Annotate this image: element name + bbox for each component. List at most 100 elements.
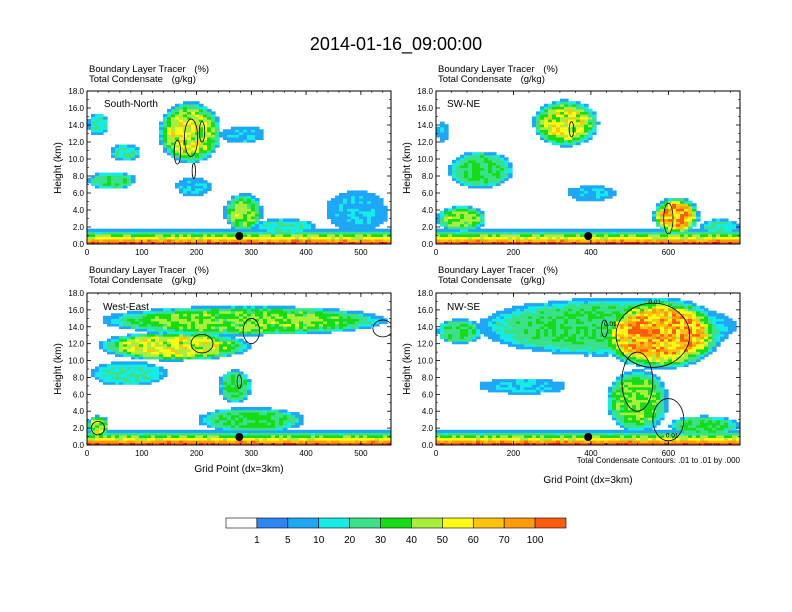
heatmap-cell (680, 226, 685, 230)
heatmap-cell (616, 228, 621, 232)
heatmap-cell (243, 200, 248, 204)
heatmap-cell (279, 223, 284, 227)
heatmap-cell (111, 366, 116, 370)
heatmap-cell (436, 215, 441, 220)
heatmap-cell (183, 323, 188, 327)
heatmap-cell (131, 369, 136, 373)
heatmap-cell (191, 333, 196, 337)
heatmap-cell (203, 437, 208, 441)
heatmap-cell (95, 414, 100, 418)
heatmap-cell (271, 427, 276, 431)
heatmap-cell (207, 142, 212, 146)
heatmap-cell (135, 310, 140, 314)
heatmap-cell (672, 208, 677, 212)
heatmap-cell (295, 238, 300, 243)
heatmap-cell (456, 157, 461, 161)
heatmap-cell (355, 215, 360, 220)
heatmap-cell (87, 121, 92, 125)
heatmap-cell (91, 177, 96, 181)
heatmap-cell (648, 231, 653, 235)
heatmap-cell (151, 328, 156, 332)
heatmap-cell (211, 121, 216, 125)
heatmap-cell (199, 328, 204, 332)
heatmap-cell (568, 190, 573, 194)
heatmap-cell (299, 241, 304, 244)
heatmap-cell (255, 331, 260, 335)
heatmap-cell (644, 236, 649, 240)
heatmap-cell (440, 241, 445, 244)
heatmap-cell (203, 182, 208, 186)
heatmap-cell (576, 228, 581, 232)
heatmap-cell (159, 343, 164, 347)
heatmap-cell (456, 205, 461, 209)
heatmap-cell (91, 231, 96, 235)
heatmap-cell (95, 228, 100, 232)
heatmap-cell (231, 231, 236, 235)
heatmap-cell (203, 310, 208, 314)
heatmap-cell (95, 427, 100, 431)
heatmap-cell (211, 318, 216, 322)
heatmap-cell (255, 136, 260, 141)
heatmap-cell (287, 331, 292, 335)
heatmap-cell (243, 384, 248, 388)
heatmap-cell (103, 366, 108, 370)
heatmap-cell (199, 336, 204, 340)
heatmap-cell (155, 434, 160, 438)
heatmap-cell (163, 346, 168, 350)
heatmap-cell (243, 414, 248, 418)
heatmap-cell (219, 376, 224, 380)
heatmap-cell (179, 439, 184, 444)
axes: 0.02.04.06.08.010.012.014.016.018.00 200 4… (417, 87, 741, 257)
heatmap-cell (231, 320, 236, 324)
heatmap-cell (720, 238, 725, 243)
heatmap-cell (532, 121, 537, 125)
heatmap-cell (279, 323, 284, 327)
heatmap-cell (107, 363, 112, 368)
heatmap-cell (496, 170, 501, 174)
heatmap-cell (259, 434, 264, 438)
heatmap-cell (472, 238, 477, 243)
heatmap-cell (480, 164, 485, 169)
heatmap-cell (159, 241, 164, 244)
heatmap-cell (179, 182, 184, 186)
heatmap-cell (444, 442, 449, 445)
heatmap-cell (720, 236, 725, 240)
heatmap-cell (167, 331, 172, 335)
heatmap-cell (131, 233, 136, 237)
heatmap-cell (251, 241, 256, 244)
heatmap-cell (720, 226, 725, 230)
heatmap-cell (91, 113, 96, 118)
heatmap-cell (227, 376, 232, 380)
heatmap-cell (271, 414, 276, 418)
heatmap-cell (119, 318, 124, 322)
heatmap-cell (163, 228, 168, 232)
heatmap-cell (468, 333, 473, 337)
heatmap-cell (580, 195, 585, 199)
heatmap-cell (440, 434, 445, 438)
heatmap-cell (223, 241, 228, 244)
heatmap-cell (343, 434, 348, 438)
heatmap-cell (632, 231, 637, 235)
heatmap-cell (175, 136, 180, 141)
heatmap-cell (616, 236, 621, 240)
heatmap-cell (123, 180, 128, 184)
heatmap-cell (219, 131, 224, 135)
heatmap-cell (99, 236, 104, 240)
heatmap-cell (227, 333, 232, 337)
heatmap-cell (339, 231, 344, 235)
heatmap-cell (347, 223, 352, 227)
heatmap-cell (700, 241, 705, 244)
heatmap-cell (476, 238, 481, 243)
heatmap-cell (127, 437, 132, 441)
heatmap-cell (271, 412, 276, 416)
heatmap-cell (103, 417, 108, 421)
heatmap-cell (383, 434, 388, 438)
heatmap-cell (231, 437, 236, 441)
y-tick-label: 6.0 (73, 189, 85, 198)
heatmap-cell (159, 131, 164, 135)
heatmap-cell (99, 437, 104, 441)
heatmap-cell (355, 429, 360, 433)
heatmap-cell (91, 233, 96, 237)
heatmap-cell (379, 315, 384, 319)
heatmap-cell (251, 315, 256, 319)
